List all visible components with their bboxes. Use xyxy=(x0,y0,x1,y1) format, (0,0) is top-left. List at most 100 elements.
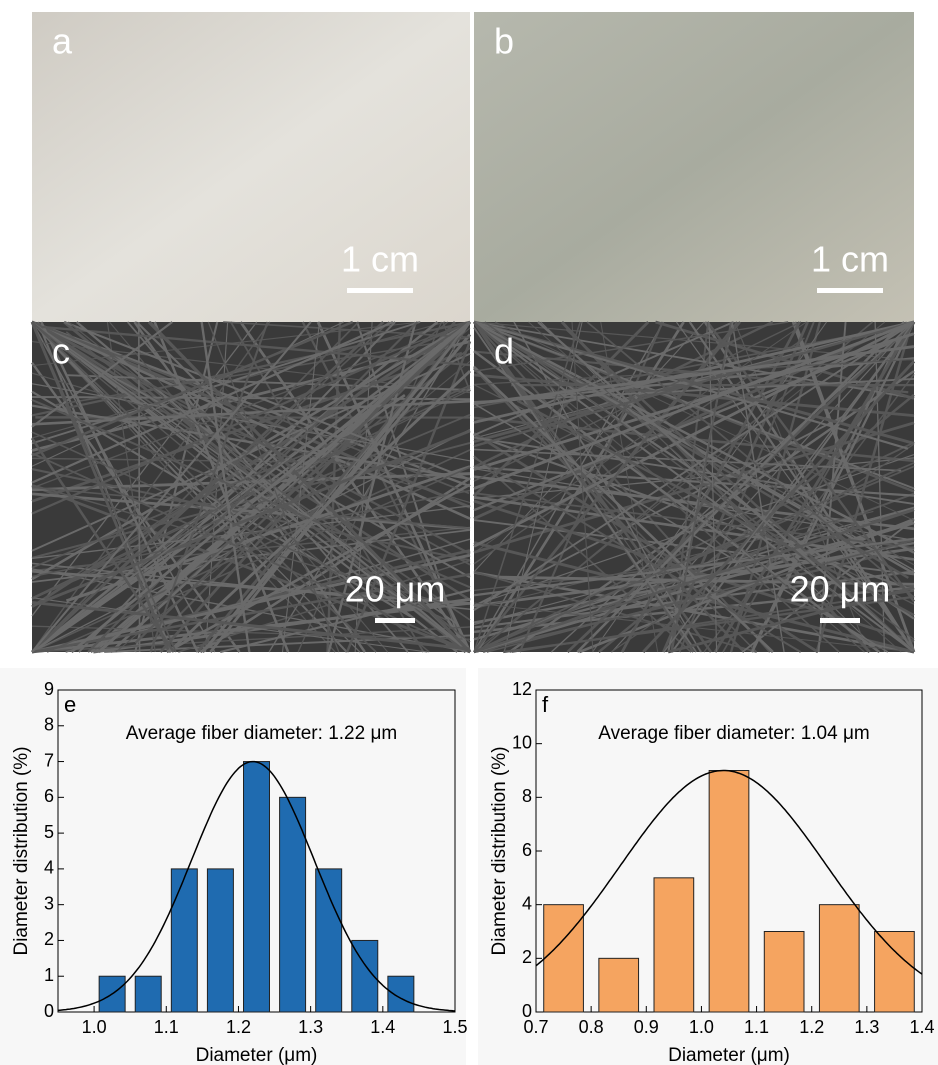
scale-label: 1 cm xyxy=(811,239,889,280)
fiber xyxy=(550,321,915,653)
x-tick-label: 1.1 xyxy=(154,1017,179,1037)
y-tick-label: 1 xyxy=(44,965,54,985)
y-tick-label: 8 xyxy=(522,786,532,806)
fiber xyxy=(31,399,471,426)
bar xyxy=(818,904,860,1013)
scale-label: 1 cm xyxy=(341,239,419,280)
y-tick-label: 7 xyxy=(44,750,54,770)
y-tick-label: 6 xyxy=(44,786,54,806)
y-tick-label: 12 xyxy=(512,679,532,699)
fiber xyxy=(713,321,916,653)
panel-label: c xyxy=(52,331,70,372)
fiber xyxy=(473,462,915,653)
fiber xyxy=(104,634,471,653)
fiber xyxy=(473,448,902,472)
fiber xyxy=(473,441,915,653)
fiber xyxy=(475,321,685,653)
bar xyxy=(134,975,162,1013)
fiber xyxy=(473,321,865,653)
fiber xyxy=(31,484,443,604)
fiber xyxy=(473,432,819,654)
scale-bar xyxy=(375,618,415,623)
x-tick-label: 1.1 xyxy=(744,1017,769,1037)
scale-label: 20 μm xyxy=(345,569,446,610)
fiber xyxy=(642,360,916,654)
fiber xyxy=(31,529,471,583)
y-axis-label: Diameter distribution (%) xyxy=(489,746,510,955)
fiber xyxy=(663,321,915,653)
fiber xyxy=(33,429,471,607)
fiber xyxy=(31,324,471,367)
fiber xyxy=(209,321,472,653)
fiber xyxy=(473,537,915,597)
fiber xyxy=(486,539,915,653)
y-tick-label: 0 xyxy=(522,1001,532,1021)
fiber xyxy=(708,321,718,653)
fiber xyxy=(31,321,377,653)
annotation: Average fiber diameter: 1.22 μm xyxy=(126,723,397,744)
fiber xyxy=(670,321,710,653)
panel-label: a xyxy=(52,21,73,62)
fiber xyxy=(473,321,915,611)
y-tick-label: 2 xyxy=(522,947,532,967)
y-tick-label: 6 xyxy=(522,840,532,860)
fiber xyxy=(473,320,915,548)
x-tick-label: 1.4 xyxy=(909,1017,934,1037)
y-tick-label: 5 xyxy=(44,822,54,842)
fiber xyxy=(473,602,915,653)
fiber xyxy=(167,370,471,654)
x-axis-label: Diameter (μm) xyxy=(668,1045,790,1065)
fiber xyxy=(31,321,471,643)
bar xyxy=(170,868,198,1013)
fiber xyxy=(67,321,471,643)
fiber xyxy=(202,321,471,653)
fiber xyxy=(586,321,915,598)
scale-bar xyxy=(817,288,883,293)
fiber xyxy=(473,358,915,386)
fiber xyxy=(65,465,471,603)
fiber xyxy=(239,321,472,653)
fiber xyxy=(178,559,471,653)
bar xyxy=(279,796,307,1013)
x-tick-label: 0.7 xyxy=(523,1017,548,1037)
scale-bar xyxy=(347,288,413,293)
fiber xyxy=(473,508,915,654)
fiber xyxy=(31,321,177,653)
bar xyxy=(763,931,805,1013)
fiber xyxy=(31,321,390,653)
x-tick-label: 1.0 xyxy=(689,1017,714,1037)
fiber xyxy=(473,321,915,566)
fiber xyxy=(31,320,471,520)
fiber xyxy=(473,455,692,653)
x-tick-label: 1.2 xyxy=(226,1017,251,1037)
fiber xyxy=(31,383,471,462)
fiber xyxy=(53,342,471,579)
fiber xyxy=(667,586,915,654)
fiber xyxy=(473,365,774,653)
fiber xyxy=(31,351,463,503)
y-tick-label: 0 xyxy=(44,1001,54,1021)
fiber xyxy=(473,321,742,653)
fibers xyxy=(30,320,916,654)
fiber xyxy=(31,573,471,654)
fiber xyxy=(31,321,312,653)
annotation: Average fiber diameter: 1.04 μm xyxy=(598,723,869,744)
fit-curve xyxy=(57,760,456,1012)
panel-label: d xyxy=(494,331,514,372)
fiber xyxy=(473,475,915,531)
fiber xyxy=(281,321,321,653)
bar xyxy=(206,868,234,1013)
bar xyxy=(874,931,915,1013)
scale-label: 20 μm xyxy=(790,569,891,610)
fit-curve xyxy=(535,769,923,975)
fiber xyxy=(97,320,471,654)
fiber xyxy=(46,466,471,653)
fiber xyxy=(31,321,471,489)
y-axis-label: Diameter distribution (%) xyxy=(11,746,32,955)
fiber xyxy=(537,321,915,653)
x-tick-label: 0.8 xyxy=(579,1017,604,1037)
x-tick-label: 1.5 xyxy=(442,1017,467,1037)
fiber xyxy=(30,321,171,653)
fiber xyxy=(473,321,802,482)
fiber xyxy=(473,335,908,512)
